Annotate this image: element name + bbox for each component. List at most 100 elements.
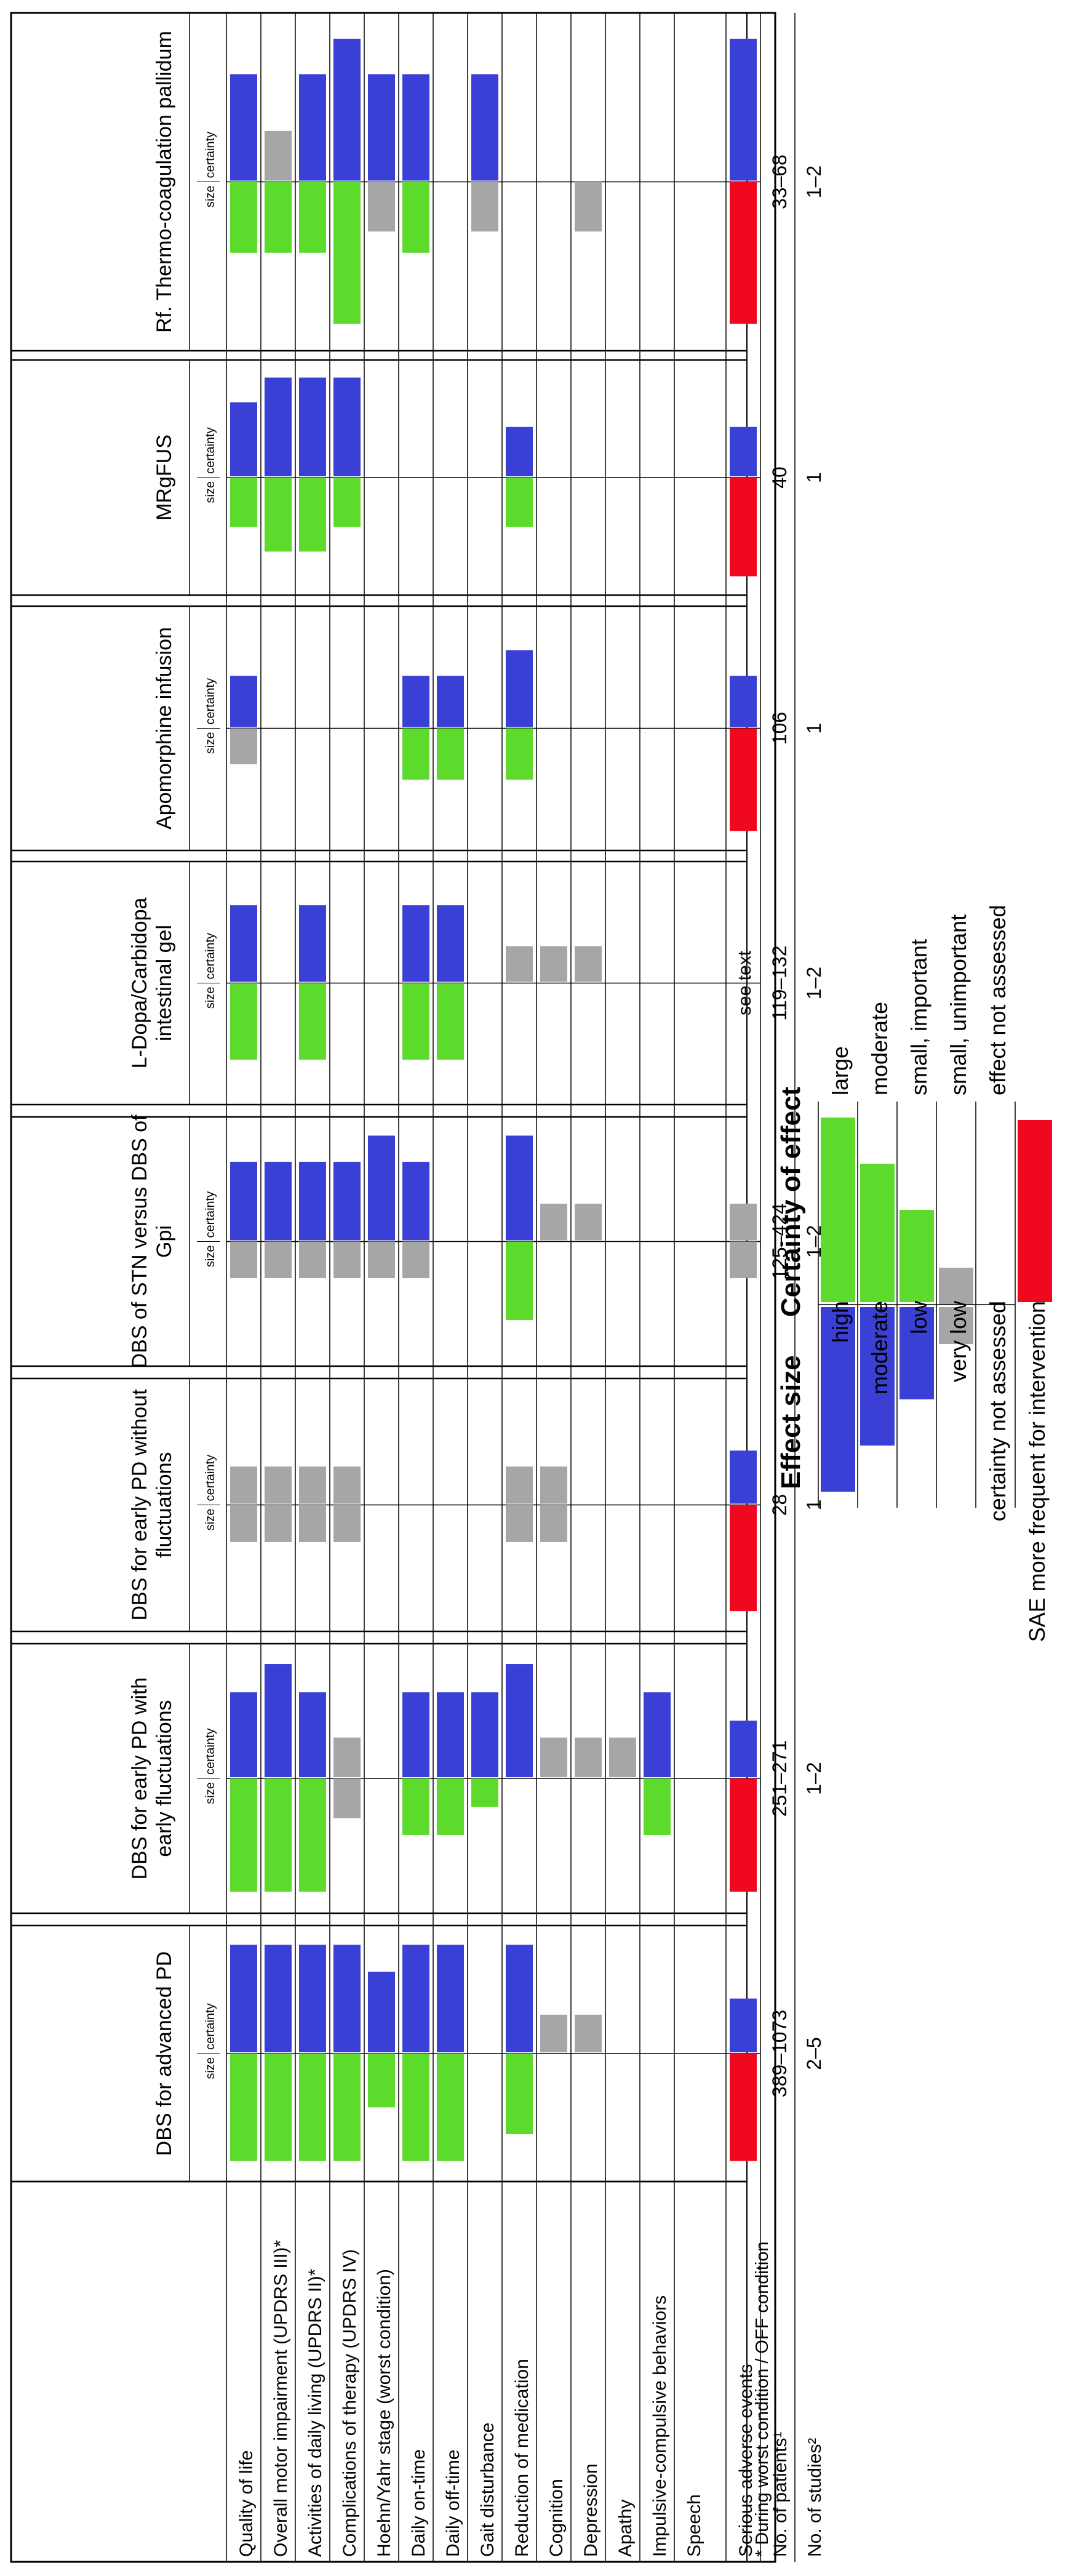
outcome-label: Quality of life — [236, 2450, 257, 2557]
certainty-bar — [230, 676, 257, 727]
certainty-bar — [230, 1161, 257, 1241]
certainty-bar-not-assessed — [575, 2014, 602, 2052]
certainty-subheader: certainty — [204, 1455, 217, 1502]
sae-certainty-bar — [730, 38, 757, 181]
outcome-label: Complications of therapy (UPDRS IV) — [340, 2249, 360, 2557]
certainty-bar — [506, 650, 533, 727]
outcome-label: No. of patients¹ — [770, 2432, 791, 2557]
size-bar-not-assessed — [333, 1778, 361, 1818]
size-bar — [230, 2053, 257, 2161]
outcome-label: Gait disturbance — [477, 2423, 498, 2557]
size-subheader: size — [204, 186, 217, 208]
size-bar-not-assessed — [575, 182, 602, 232]
size-bar — [506, 728, 533, 780]
size-bar — [437, 728, 464, 780]
size-bar — [265, 2053, 292, 2161]
size-bar-not-assessed — [368, 182, 395, 232]
certainty-bar-not-assessed — [540, 2014, 567, 2052]
patients-count: 251–271 — [768, 1740, 791, 1817]
size-bar-not-assessed — [402, 1241, 429, 1279]
size-bar — [644, 1778, 671, 1835]
intervention-header: L-Dopa/Carbidopa — [128, 897, 151, 1068]
legend-size-swatch — [939, 1268, 973, 1305]
certainty-subheader: certainty — [204, 933, 217, 980]
certainty-bar — [299, 74, 326, 181]
size-bar — [471, 1778, 498, 1807]
legend-certainty-swatch — [899, 1307, 934, 1399]
intervention-header: DBS for advanced PD — [153, 1951, 176, 2156]
size-bar-not-assessed — [265, 1241, 292, 1279]
size-bar — [333, 477, 361, 527]
certainty-bar-not-assessed — [333, 1737, 361, 1777]
certainty-bar-not-assessed — [609, 1737, 636, 1777]
size-bar — [506, 1241, 533, 1321]
certainty-bar — [506, 426, 533, 476]
sae-size-not-assessed — [730, 1241, 757, 1279]
outcome-label: Hoehn/Yahr stage (worst condition) — [374, 2269, 394, 2557]
legend-size-label: effect not assessed — [985, 905, 1010, 1095]
size-bar — [368, 2053, 395, 2108]
outcome-label: Activities of daily living (UPDRS II)* — [305, 2268, 325, 2557]
sae-bar — [730, 1505, 757, 1612]
size-bar — [437, 983, 464, 1060]
studies-count: 2–5 — [803, 2037, 825, 2070]
legend-certainty-swatch — [939, 1307, 973, 1344]
certainty-bar — [333, 1161, 361, 1241]
intervention-header: DBS for early PD without — [128, 1389, 151, 1621]
size-bar — [265, 182, 292, 253]
certainty-bar-not-assessed — [540, 946, 567, 982]
certainty-bar — [333, 377, 361, 476]
outcome-label: Depression — [581, 2463, 601, 2557]
size-bar — [299, 2053, 326, 2161]
legend-size-label: large — [828, 1046, 853, 1095]
certainty-bar — [402, 1692, 429, 1777]
outcome-label: Daily off-time — [443, 2450, 463, 2558]
legend-certainty-label: very low — [946, 1300, 971, 1382]
patients-count: 28 — [768, 1494, 791, 1516]
outcome-label: Apathy — [615, 2500, 636, 2557]
certainty-bar-not-assessed — [575, 946, 602, 982]
size-bar-not-assessed — [299, 1505, 326, 1542]
certainty-bar — [506, 1945, 533, 2052]
studies-count: 1 — [803, 1500, 825, 1511]
size-bar-not-assessed — [230, 728, 257, 764]
certainty-subheader: certainty — [204, 132, 217, 178]
legend-certainty-label: certainty not assessed — [985, 1301, 1010, 1521]
sae-certainty-bar — [730, 426, 757, 476]
certainty-bar — [644, 1692, 671, 1777]
size-subheader: size — [204, 1782, 217, 1804]
studies-count: 1 — [803, 723, 825, 734]
legend-certainty-label: moderate — [867, 1301, 892, 1394]
size-bar — [230, 983, 257, 1060]
sae-bar — [730, 728, 757, 831]
size-bar-not-assessed — [540, 1505, 567, 1542]
size-subheader: size — [204, 732, 217, 754]
size-bar — [299, 478, 326, 552]
certainty-bar — [368, 1971, 395, 2052]
studies-count: 1–2 — [803, 166, 825, 198]
certainty-bar — [402, 74, 429, 181]
outcome-label: Cognition — [546, 2479, 567, 2557]
certainty-bar — [299, 1692, 326, 1777]
size-bar — [402, 2053, 429, 2161]
size-subheader: size — [204, 1509, 217, 1531]
legend-sae-label: SAE more frequent for intervention — [1024, 1301, 1050, 1642]
size-bar — [230, 1778, 257, 1892]
certainty-bar-not-assessed — [506, 1466, 533, 1504]
certainty-subheader: certainty — [204, 427, 217, 474]
certainty-bar — [437, 676, 464, 727]
table-border — [10, 12, 776, 2563]
certainty-bar — [230, 1692, 257, 1777]
certainty-bar — [299, 905, 326, 982]
certainty-bar — [333, 38, 361, 181]
size-bar — [333, 182, 361, 324]
sae-bar — [730, 477, 757, 577]
sae-certainty-bar — [730, 1998, 757, 2052]
certainty-bar — [506, 1664, 533, 1777]
studies-count: 1 — [803, 472, 825, 483]
outcome-label: No. of studies² — [805, 2438, 825, 2557]
certainty-bar — [230, 74, 257, 181]
patients-count: 125–424 — [768, 1203, 791, 1280]
studies-count: 1–2 — [803, 1762, 825, 1794]
